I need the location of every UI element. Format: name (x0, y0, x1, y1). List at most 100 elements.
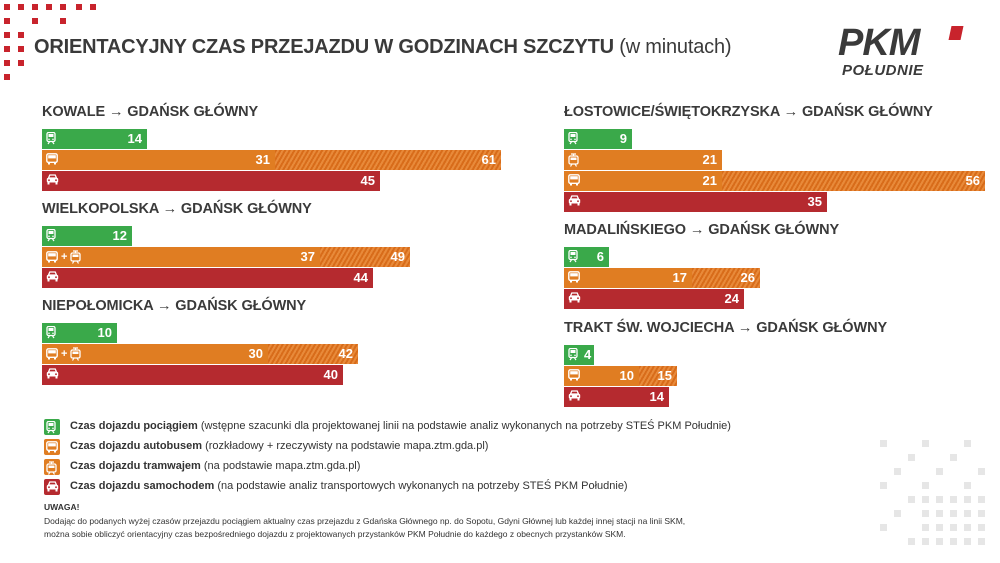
decoration-square (4, 32, 10, 38)
bar-car: 45 (42, 171, 380, 191)
decoration-square (978, 496, 985, 503)
car-icon (46, 271, 59, 282)
decoration-square (978, 524, 985, 531)
train-icon (46, 421, 56, 434)
bus-icon (568, 271, 580, 283)
decoration-square (18, 60, 24, 66)
car-icon (568, 390, 581, 401)
decoration-square (950, 454, 957, 461)
data-label: 10 (619, 368, 634, 383)
bar-segment (42, 268, 373, 288)
bar-segment-range (320, 247, 410, 267)
data-label: 4 (584, 347, 592, 362)
car-icon (568, 195, 581, 206)
decoration-square (4, 60, 10, 66)
decoration-square (922, 482, 929, 489)
note-line: Dodając do podanych wyżej czasów przejaz… (44, 516, 686, 526)
decoration-square (936, 468, 943, 475)
data-label: 12 (112, 228, 127, 243)
bus-icon (46, 348, 58, 360)
bar-car: 40 (42, 365, 343, 385)
car-icon (568, 292, 581, 303)
decoration-square (46, 4, 52, 10)
bar-bus-tram: 49 +37 (42, 247, 410, 267)
decoration-square (922, 440, 929, 447)
data-label: 10 (97, 325, 112, 340)
bar-car: 14 (564, 387, 669, 407)
mode-icon (568, 348, 578, 362)
bar-segment (564, 129, 632, 149)
mode-icon: + (46, 250, 82, 264)
bar-segment (564, 171, 722, 191)
data-label: 42 (338, 346, 353, 361)
legend-swatch-train (44, 419, 60, 435)
bus-icon (46, 153, 58, 165)
bus-icon (568, 174, 580, 186)
data-label: 21 (702, 173, 717, 188)
note-line: można sobie obliczyć orientacyjny czas b… (44, 529, 626, 539)
decoration-square (32, 18, 38, 24)
route-title: NIEPOŁOMICKA → GDAŃSK GŁÓWNY (42, 298, 307, 314)
train-icon (568, 348, 578, 361)
decoration-square (60, 4, 66, 10)
decoration-square (950, 496, 957, 503)
mode-icon: + (46, 347, 82, 361)
data-label: 56 (965, 173, 980, 188)
train-icon (46, 229, 56, 242)
decoration-square (894, 510, 901, 517)
train-icon (46, 326, 56, 339)
data-label: 49 (390, 249, 405, 264)
mode-icon (568, 132, 578, 146)
route-title: KOWALE → GDAŃSK GŁÓWNY (42, 104, 259, 120)
legend-desc: (wstępne szacunki dla projektowanej lini… (200, 420, 731, 432)
mode-icon (46, 153, 58, 167)
data-label: 24 (724, 291, 739, 306)
bar-segment (564, 192, 827, 212)
legend-desc: (na podstawie mapa.ztm.gda.pl) (203, 460, 361, 472)
decoration-square (4, 46, 10, 52)
bar-segment (42, 323, 117, 343)
decoration-square (18, 32, 24, 38)
decoration-square (964, 440, 971, 447)
bar-train: 10 (42, 323, 117, 343)
bar-segment-range (722, 171, 985, 191)
decoration-square (880, 482, 887, 489)
decoration-square (922, 524, 929, 531)
bar-train: 12 (42, 226, 132, 246)
decoration-square (4, 74, 10, 80)
car-icon (46, 368, 59, 379)
data-label: 15 (657, 368, 672, 383)
bar-bus-tram: 42 +30 (42, 344, 358, 364)
decoration-square (978, 468, 985, 475)
bar-segment (42, 171, 380, 191)
legend-desc: (na podstawie analiz transportowych wyko… (217, 480, 628, 492)
mode-icon (46, 368, 59, 382)
data-label: 26 (740, 270, 755, 285)
bar-segment (42, 129, 147, 149)
mode-icon (568, 195, 581, 209)
decoration-square (908, 496, 915, 503)
decoration-square (950, 510, 957, 517)
bar-segment (564, 268, 692, 288)
bar-segment (42, 247, 320, 267)
decoration-square (936, 496, 943, 503)
legend-desc: (rozkładowy + rzeczywisty na podstawie m… (205, 440, 489, 452)
decoration-square (922, 538, 929, 545)
decoration-square (964, 524, 971, 531)
route-title: MADALIŃSKIEGO → GDAŃSK GŁÓWNY (564, 222, 840, 238)
data-label: 14 (649, 389, 664, 404)
bar-segment (42, 365, 343, 385)
route-title: TRAKT ŚW. WOJCIECHA → GDAŃSK GŁÓWNY (564, 320, 888, 336)
bar-segment (42, 344, 268, 364)
bar-segment-range (692, 268, 760, 288)
bar-segment (564, 150, 722, 170)
decoration-square (4, 18, 10, 24)
legend-swatch-bus (44, 439, 60, 455)
data-label: 17 (672, 270, 687, 285)
data-label: 21 (702, 152, 717, 167)
bar-segment (564, 289, 744, 309)
decoration-square (978, 538, 985, 545)
decoration-square (76, 4, 82, 10)
note-title: UWAGA! (44, 502, 80, 512)
data-label: 6 (596, 249, 604, 264)
